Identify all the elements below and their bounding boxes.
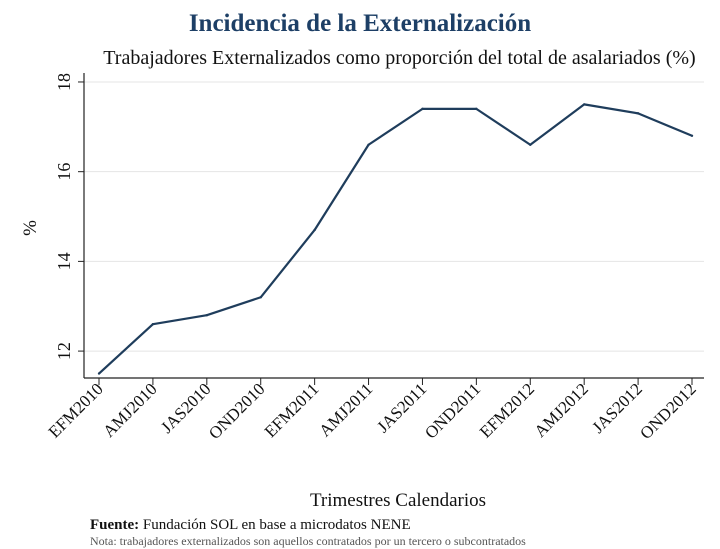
plot-area <box>84 73 704 378</box>
x-tick-label-OND2010: OND2010 <box>205 379 269 443</box>
x-tick-label-EFM2012: EFM2012 <box>476 379 538 441</box>
grid-lines <box>84 81 704 352</box>
x-tick-label-AMJ2011: AMJ2011 <box>315 379 376 440</box>
chart-subtitle: Trabajadores Externalizados como proporc… <box>103 47 696 69</box>
data-point-EFM2011 <box>313 228 316 232</box>
x-tick-label-AMJ2010: AMJ2010 <box>99 379 161 441</box>
y-tick-label-16: 16 <box>54 163 74 181</box>
data-point-OND2012 <box>690 134 694 137</box>
x-tick-label-OND2012: OND2012 <box>636 379 700 443</box>
data-point-JAS2010 <box>205 314 209 317</box>
y-axis: 12 14 16 18 <box>54 73 84 360</box>
data-point-AMJ2012 <box>582 103 586 106</box>
chart-title: Incidencia de la Externalización <box>188 10 532 37</box>
y-tick-label-14: 14 <box>54 252 74 270</box>
x-tick-label-AMJ2012: AMJ2012 <box>530 379 592 441</box>
y-tick-label-18: 18 <box>54 73 74 91</box>
data-point-EFM2010 <box>97 372 101 375</box>
source-label: Fuente: <box>90 517 140 533</box>
y-axis-title: % <box>20 220 41 236</box>
x-tick-label-EFM2011: EFM2011 <box>261 379 323 441</box>
data-point-OND2010 <box>259 296 262 299</box>
data-point-JAS2012 <box>636 112 640 115</box>
footnote: Nota: trabajadores externalizados son aq… <box>90 534 526 548</box>
data-point-AMJ2010 <box>151 322 155 326</box>
x-tick-label-EFM2010: EFM2010 <box>45 379 107 441</box>
source-text: Fundación SOL en base a microdatos NENE <box>142 517 411 533</box>
data-point-OND2011 <box>475 107 478 111</box>
series-group <box>97 103 694 375</box>
data-point-AMJ2011 <box>367 143 370 146</box>
series-line-0 <box>98 103 693 375</box>
y-tick-label-12: 12 <box>54 342 74 360</box>
source-note: Fuente: Fundación SOL en base a microdat… <box>90 517 411 534</box>
x-axis: EFM2010AMJ2010JAS2010OND2010EFM2011AMJ20… <box>45 378 700 443</box>
data-point-JAS2011 <box>421 107 424 111</box>
x-axis-title: Trimestres Calendarios <box>310 490 486 511</box>
x-tick-label-OND2011: OND2011 <box>421 379 484 442</box>
data-point-EFM2012 <box>529 143 532 146</box>
